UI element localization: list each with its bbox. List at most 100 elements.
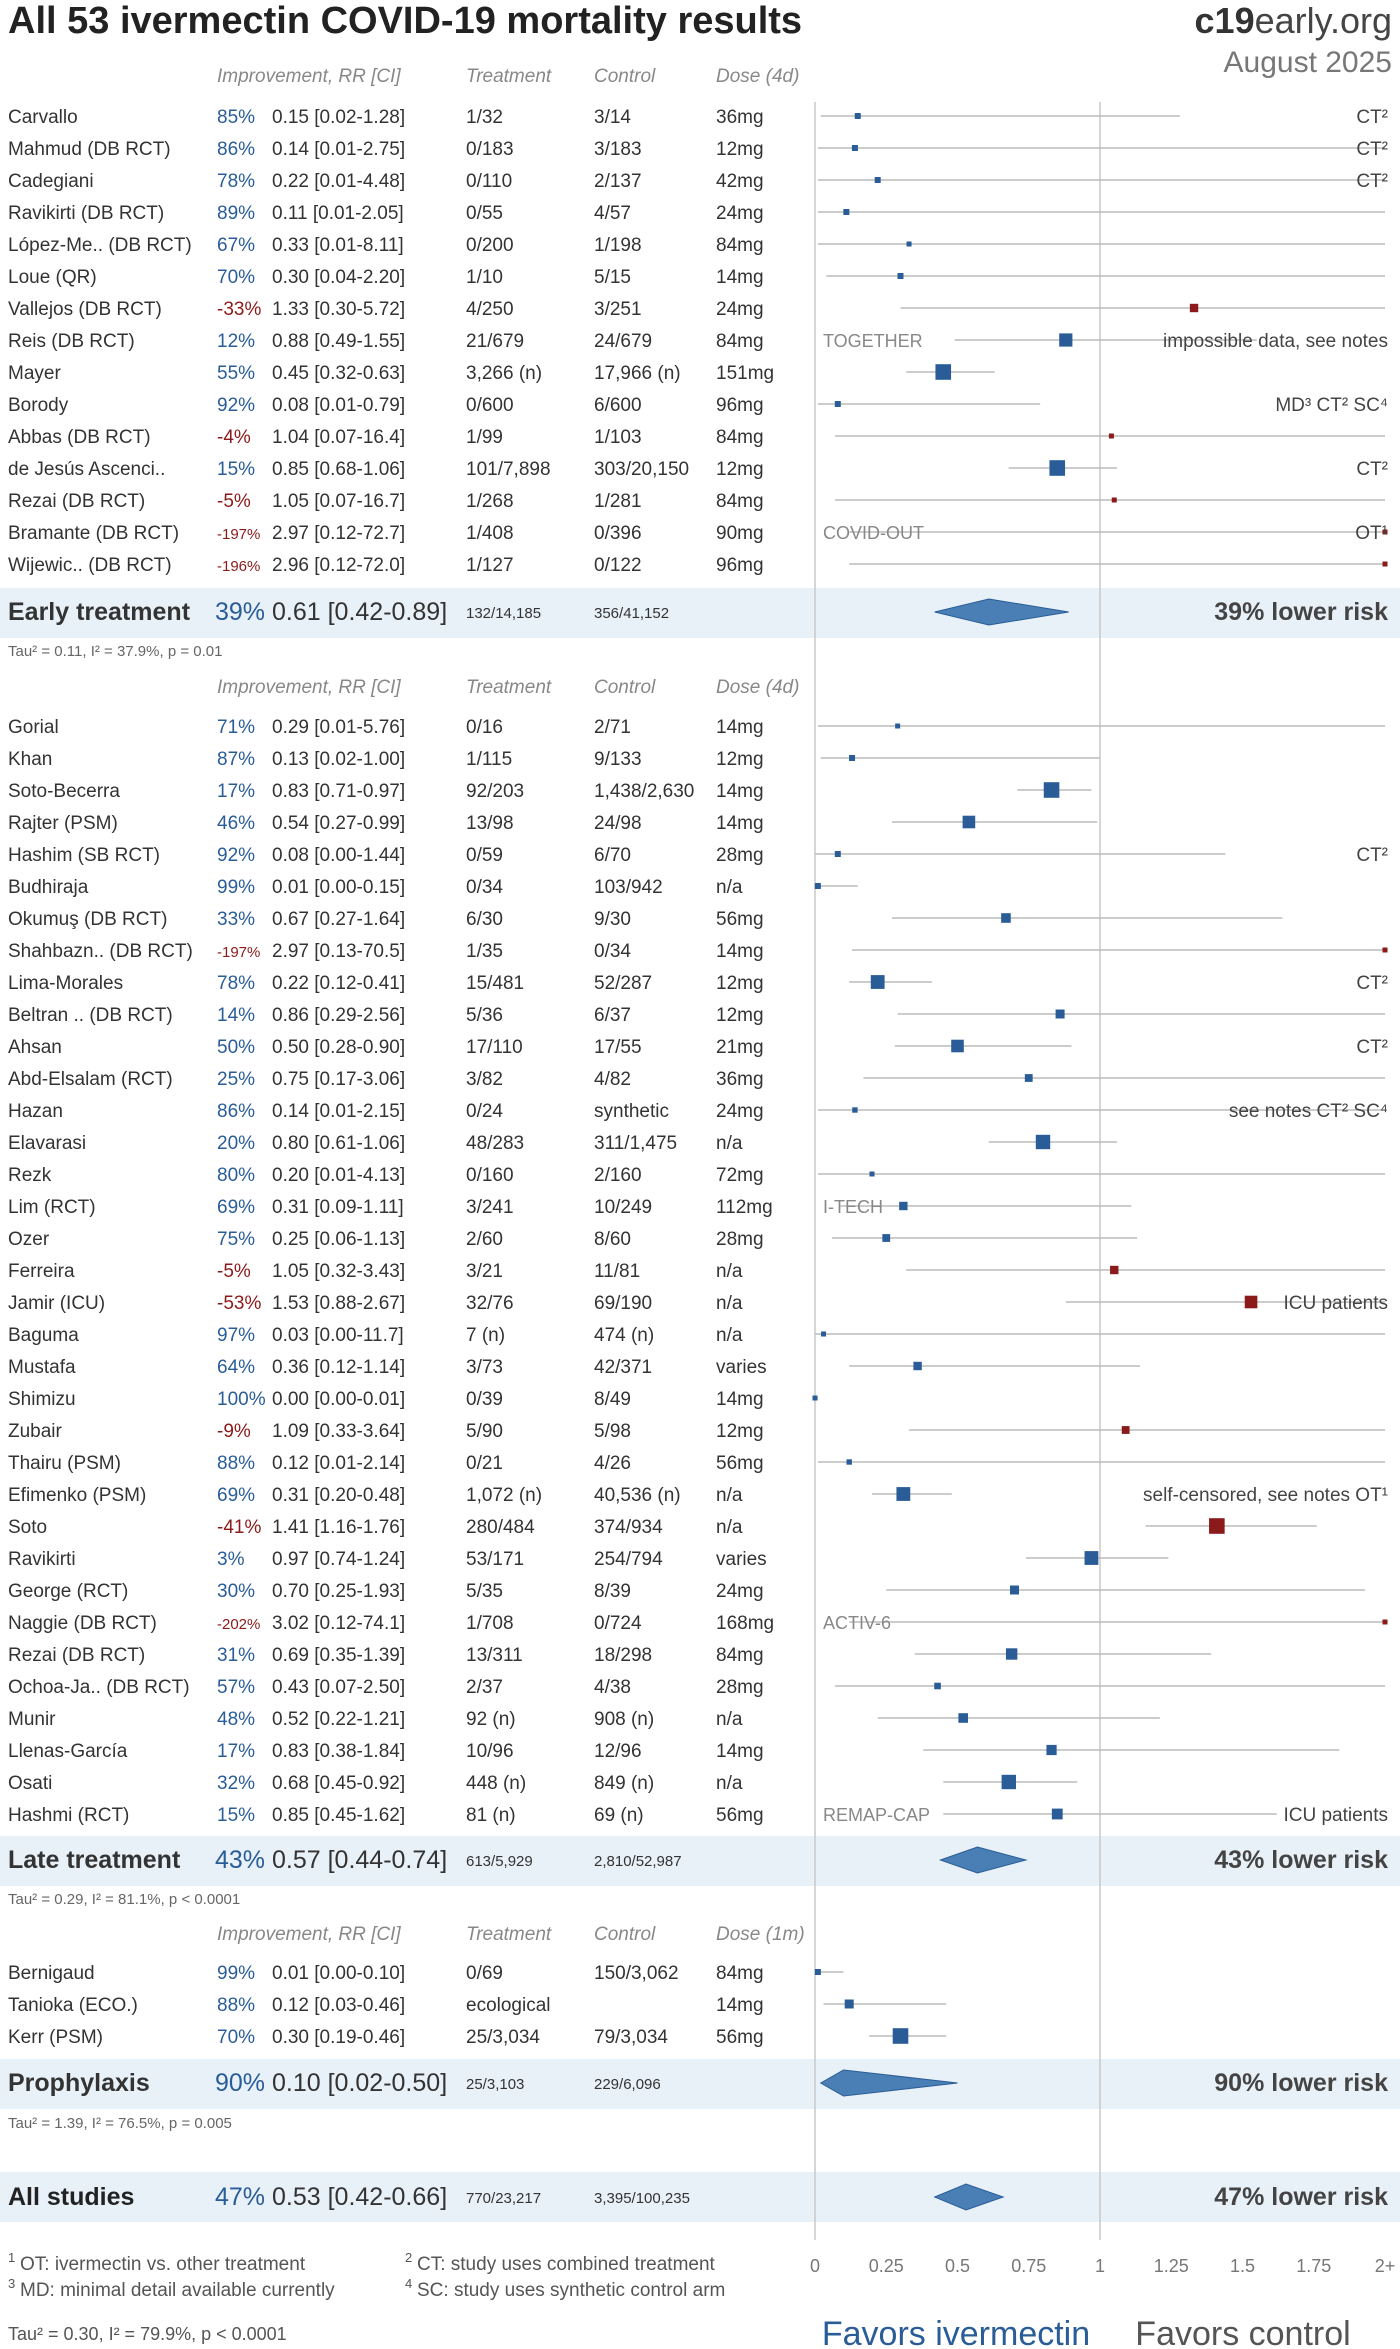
study-dose: 12mg <box>716 459 764 480</box>
study-rr: 0.22 [0.01-4.48] <box>272 171 405 192</box>
study-rr: 0.31 [0.20-0.48] <box>272 1485 405 1506</box>
study-dose: 84mg <box>716 427 764 448</box>
study-control: 9/133 <box>594 749 642 770</box>
study-name: Ozer <box>8 1229 50 1250</box>
study-improvement: 97% <box>217 1325 255 1346</box>
study-name: Hazan <box>8 1101 63 1122</box>
study-improvement: 17% <box>217 781 255 802</box>
study-rr: 0.69 [0.35-1.39] <box>272 1645 405 1666</box>
study-rr: 2.97 [0.12-72.7] <box>272 523 405 544</box>
study-improvement: 64% <box>217 1357 255 1378</box>
study-control: 1/103 <box>594 427 642 448</box>
study-control: 5/15 <box>594 267 631 288</box>
study-control: 12/96 <box>594 1741 642 1762</box>
study-name: Shahbazn.. (DB RCT) <box>8 941 193 962</box>
study-name: Efimenko (PSM) <box>8 1485 146 1506</box>
summary-improvement: 43% <box>215 1846 265 1874</box>
summary-band-2 <box>0 2059 1400 2109</box>
study-treatment: 13/98 <box>466 813 514 834</box>
header-improvement: Improvement, RR [CI] <box>217 677 401 698</box>
study-treatment: 3/21 <box>466 1261 503 1282</box>
overall-rr: 0.53 [0.42-0.66] <box>272 2183 447 2211</box>
study-name: Soto-Becerra <box>8 781 120 802</box>
footnote-marker: 4 <box>405 2276 412 2291</box>
study-rr: 0.25 [0.06-1.13] <box>272 1229 405 1250</box>
study-control: 6/70 <box>594 845 631 866</box>
study-rr: 0.08 [0.00-1.44] <box>272 845 405 866</box>
study-control: 24/98 <box>594 813 642 834</box>
study-treatment: 0/183 <box>466 139 514 160</box>
study-improvement: 78% <box>217 171 255 192</box>
study-control: 17/55 <box>594 1037 642 1058</box>
study-rr: 0.43 [0.07-2.50] <box>272 1677 405 1698</box>
study-dose: 12mg <box>716 1005 764 1026</box>
study-name: Loue (QR) <box>8 267 97 288</box>
point-estimate <box>834 851 841 857</box>
study-treatment: 1/32 <box>466 107 503 128</box>
study-control: 17,966 (n) <box>594 363 681 384</box>
study-control: 8/60 <box>594 1229 631 1250</box>
page-title: All 53 ivermectin COVID-19 mortality res… <box>8 0 803 42</box>
study-control: 303/20,150 <box>594 459 689 480</box>
study-dose: 14mg <box>716 1741 764 1762</box>
summary-rr: 0.10 [0.02-0.50] <box>272 2069 447 2097</box>
study-rr: 0.00 [0.00-0.01] <box>272 1389 405 1410</box>
study-treatment: 48/283 <box>466 1133 524 1154</box>
study-rr: 0.20 [0.01-4.13] <box>272 1165 405 1186</box>
summary-control: 2,810/52,987 <box>594 1853 682 1870</box>
point-estimate <box>935 364 952 380</box>
study-rr: 0.15 [0.02-1.28] <box>272 107 405 128</box>
study-rr: 0.67 [0.27-1.64] <box>272 909 405 930</box>
study-dose: 12mg <box>716 749 764 770</box>
study-improvement: 71% <box>217 717 255 738</box>
study-control: 254/794 <box>594 1549 663 1570</box>
study-dose: 14mg <box>716 813 764 834</box>
study-treatment: 1/10 <box>466 267 503 288</box>
study-rr: 0.68 [0.45-0.92] <box>272 1773 405 1794</box>
study-dose: n/a <box>716 1261 743 1282</box>
study-control: 8/39 <box>594 1581 631 1602</box>
study-improvement: 88% <box>217 1453 255 1474</box>
point-estimate <box>1382 947 1388 953</box>
study-name: de Jesús Ascenci.. <box>8 459 165 480</box>
study-rr: 0.14 [0.01-2.75] <box>272 139 405 160</box>
x-tick-label: 2+ <box>1375 2256 1396 2276</box>
study-treatment: 0/200 <box>466 235 514 256</box>
study-improvement: 32% <box>217 1773 255 1794</box>
study-improvement: 20% <box>217 1133 255 1154</box>
footnote: MD: minimal detail available currently <box>20 2280 335 2301</box>
overall-improvement: 47% <box>215 2183 265 2211</box>
study-improvement: -196% <box>217 558 260 575</box>
summary-diamond <box>819 2069 958 2097</box>
study-note: OT¹ <box>1355 523 1388 544</box>
summary-label: Late treatment <box>8 1846 181 1874</box>
study-name: Bramante (DB RCT) <box>8 523 179 544</box>
study-control: 40,536 (n) <box>594 1485 681 1506</box>
summary-improvement: 90% <box>215 2069 265 2097</box>
point-estimate <box>958 1713 968 1723</box>
study-rr: 0.01 [0.00-0.15] <box>272 877 405 898</box>
study-improvement: 33% <box>217 909 255 930</box>
x-tick-label: 1.25 <box>1154 2256 1189 2276</box>
study-note: CT² <box>1356 107 1388 128</box>
trial-name: I-TECH <box>823 1197 883 1217</box>
point-estimate <box>1024 1074 1033 1082</box>
study-rr: 1.33 [0.30-5.72] <box>272 299 405 320</box>
study-name: Gorial <box>8 717 59 738</box>
study-control: 8/49 <box>594 1389 631 1410</box>
study-treatment: 3/241 <box>466 1197 514 1218</box>
point-estimate <box>1244 1295 1258 1309</box>
study-improvement: 15% <box>217 459 255 480</box>
summary-label: Prophylaxis <box>8 2069 150 2097</box>
study-note: CT² <box>1356 973 1388 994</box>
footnote: SC: study uses synthetic control arm <box>417 2280 725 2301</box>
study-control: 2/71 <box>594 717 631 738</box>
study-control: 4/82 <box>594 1069 631 1090</box>
study-control: 0/396 <box>594 523 642 544</box>
study-improvement: 31% <box>217 1645 255 1666</box>
study-control: 311/1,475 <box>594 1133 677 1154</box>
point-estimate <box>870 975 885 989</box>
study-dose: 21mg <box>716 1037 764 1058</box>
header-dose: Dose (1m) <box>716 1924 805 1945</box>
study-name: Munir <box>8 1709 56 1730</box>
